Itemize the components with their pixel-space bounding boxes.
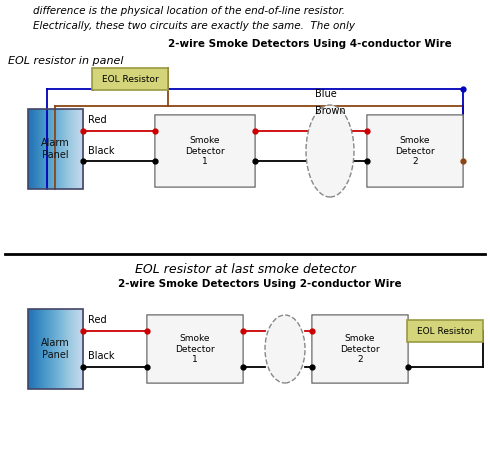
Text: EOL Resistor: EOL Resistor [416, 326, 473, 335]
Text: Alarm
Panel: Alarm Panel [41, 338, 70, 360]
FancyBboxPatch shape [155, 115, 255, 187]
Text: 2-wire Smoke Detectors Using 2-conductor Wire: 2-wire Smoke Detectors Using 2-conductor… [118, 279, 402, 289]
Text: difference is the physical location of the end-of-line resistor.: difference is the physical location of t… [20, 6, 345, 16]
FancyBboxPatch shape [367, 115, 463, 187]
Text: Black: Black [88, 351, 114, 361]
Text: Alarm
Panel: Alarm Panel [41, 138, 70, 160]
Text: EOL resistor in panel: EOL resistor in panel [8, 56, 123, 66]
Text: Brown: Brown [315, 106, 346, 116]
FancyBboxPatch shape [312, 315, 408, 383]
FancyBboxPatch shape [93, 68, 168, 90]
Text: Smoke
Detector
1: Smoke Detector 1 [185, 136, 225, 166]
Text: EOL Resistor: EOL Resistor [101, 75, 158, 83]
Ellipse shape [306, 105, 354, 197]
Text: Smoke
Detector
2: Smoke Detector 2 [340, 334, 380, 364]
Text: Electrically, these two circuits are exactly the same.  The only: Electrically, these two circuits are exa… [20, 21, 355, 31]
Text: EOL resistor at last smoke detector: EOL resistor at last smoke detector [135, 263, 355, 275]
Text: Smoke
Detector
2: Smoke Detector 2 [395, 136, 435, 166]
Text: 2-wire Smoke Detectors Using 4-conductor Wire: 2-wire Smoke Detectors Using 4-conductor… [168, 39, 452, 49]
Text: Red: Red [88, 115, 106, 125]
FancyBboxPatch shape [147, 315, 243, 383]
Ellipse shape [265, 315, 305, 383]
Text: Black: Black [88, 146, 114, 156]
Text: Red: Red [88, 315, 106, 325]
Text: Blue: Blue [315, 89, 337, 99]
FancyBboxPatch shape [408, 320, 483, 342]
Text: Smoke
Detector
1: Smoke Detector 1 [175, 334, 215, 364]
